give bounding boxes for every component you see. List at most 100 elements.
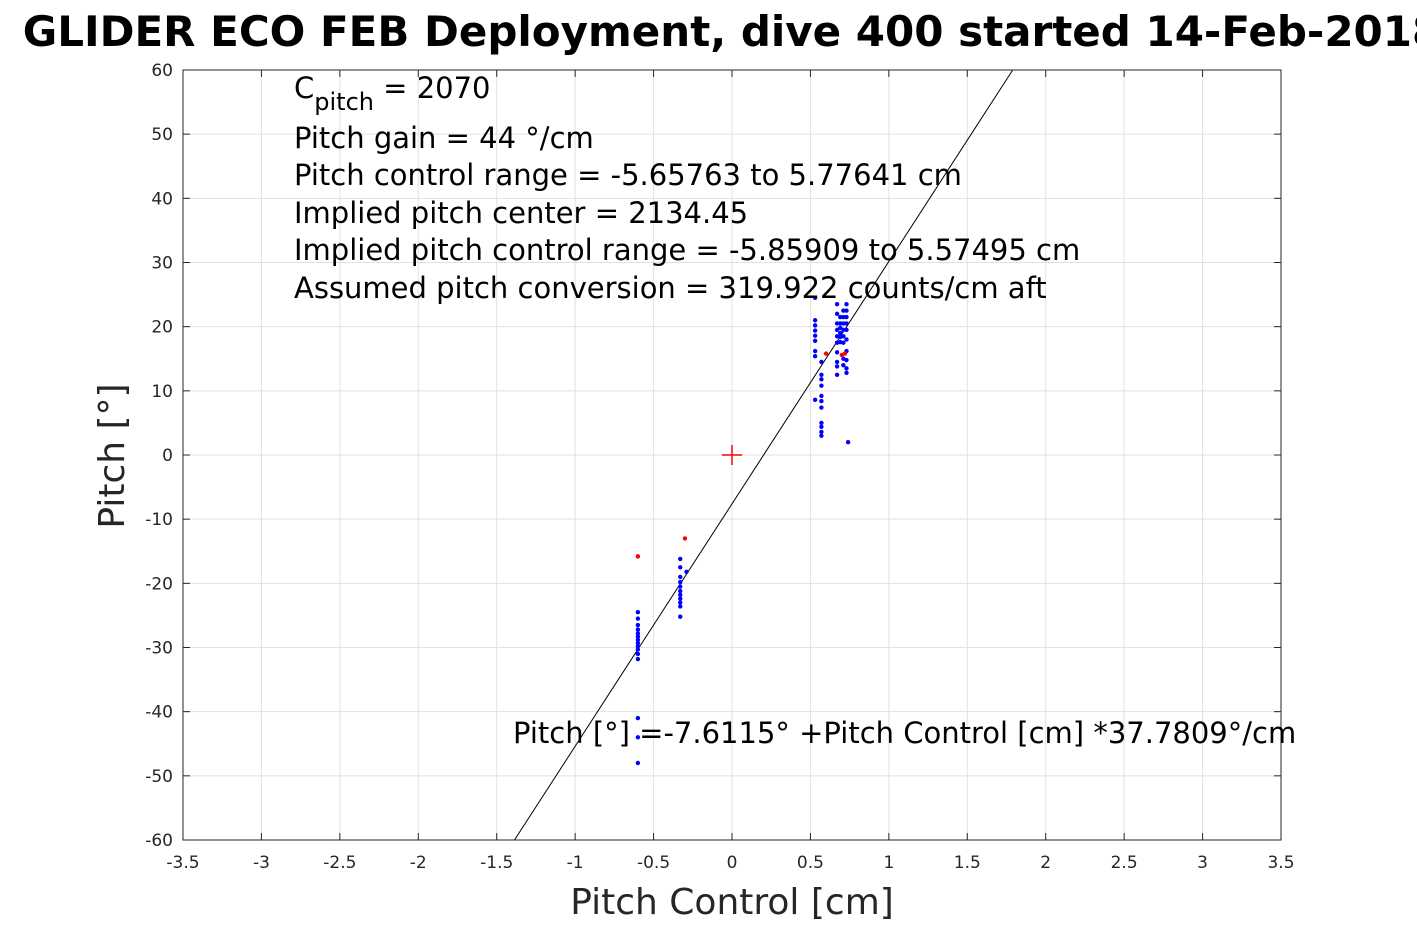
blue-data-point	[844, 366, 849, 371]
blue-data-point	[635, 634, 641, 639]
y-tick-label: 10	[151, 382, 173, 402]
y-axis-label: Pitch [°]	[92, 383, 133, 528]
blue-data-point	[838, 321, 843, 326]
y-tick-label: -40	[145, 703, 173, 723]
blue-data-point	[841, 308, 846, 313]
blue-data-point	[838, 330, 843, 336]
blue-data-point	[838, 314, 843, 320]
blue-data-point	[678, 604, 683, 609]
implied-pitch-center-annotation: Implied pitch center = 2134.45	[294, 196, 748, 230]
y-tick-label: -60	[145, 831, 173, 851]
x-tick-label: 0	[727, 853, 738, 873]
data-points	[635, 295, 851, 766]
c-pitch-main: C	[294, 71, 314, 105]
plot-frame	[182, 69, 1282, 841]
x-tick-label: -3.5	[166, 853, 199, 873]
assumed-pitch-conversion-annotation: Assumed pitch conversion = 319.922 count…	[294, 271, 1047, 305]
blue-data-point	[635, 715, 641, 721]
blue-data-point	[635, 616, 641, 621]
blue-data-point	[635, 735, 641, 740]
blue-data-point	[819, 383, 824, 388]
blue-data-point	[812, 348, 818, 354]
red-data-point	[682, 536, 688, 541]
x-tick-label: 1.5	[954, 853, 981, 873]
blue-data-point	[678, 592, 683, 598]
c-pitch-annotation: Cpitch = 2070	[294, 71, 491, 116]
blue-data-point	[635, 637, 641, 642]
blue-data-point	[678, 588, 683, 594]
blue-data-point	[635, 627, 641, 632]
y-tick-labels: -60 -50 -40 -30 -20 -10 0 10 20 30 40 50 60	[145, 61, 173, 851]
blue-data-point	[812, 323, 818, 328]
blue-data-point	[678, 579, 683, 585]
blue-data-point	[841, 340, 846, 345]
blue-data-point	[812, 318, 818, 323]
blue-data-point	[844, 314, 849, 320]
blue-data-point	[834, 350, 840, 355]
blue-data-point	[834, 364, 840, 369]
blue-data-point	[834, 359, 840, 365]
blue-data-point	[635, 647, 641, 652]
x-axis-label: Pitch Control [cm]	[570, 882, 894, 923]
y-tick-label: 30	[151, 254, 173, 274]
blue-data-point	[819, 429, 824, 435]
blue-data-point	[841, 334, 846, 339]
blue-data-point	[678, 556, 683, 562]
blue-data-point	[819, 433, 824, 438]
blue-data-point	[841, 314, 846, 320]
x-tick-label: -3	[253, 853, 270, 873]
blue-data-point	[844, 327, 849, 333]
blue-data-point	[834, 372, 840, 377]
y-tick-label: 0	[162, 446, 173, 466]
blue-data-point	[819, 359, 824, 365]
blue-data-point	[844, 302, 849, 307]
blue-data-point	[635, 651, 641, 657]
blue-data-point	[678, 600, 683, 605]
blue-data-point	[635, 631, 641, 636]
blue-data-point	[819, 377, 824, 382]
red-data-point	[823, 351, 829, 356]
y-tick-label: -30	[145, 639, 173, 659]
blue-data-point	[812, 338, 818, 343]
blue-data-point	[635, 640, 641, 646]
blue-data-point	[844, 357, 849, 363]
x-tick-label: 1	[883, 853, 894, 873]
x-tick-label: -0.5	[637, 853, 670, 873]
chart-title: GLIDER ECO FEB Deployment, dive 400 star…	[23, 7, 1417, 56]
blue-data-point	[678, 614, 683, 619]
x-tick-labels: -3.5 -3 -2.5 -2 -1.5 -1 -0.5 0 0.5 1 1.5 2 2.5 3 3.5	[166, 853, 1294, 873]
x-tick-label: -2.5	[323, 853, 356, 873]
blue-data-point	[845, 439, 851, 445]
blue-data-point	[678, 596, 683, 601]
blue-data-point	[819, 424, 824, 429]
blue-data-point	[812, 295, 818, 300]
blue-data-point	[834, 311, 840, 317]
blue-data-point	[635, 622, 641, 628]
y-tick-label: 50	[151, 125, 173, 145]
blue-data-point	[635, 656, 641, 662]
blue-data-point	[819, 420, 824, 426]
blue-data-point	[812, 328, 818, 333]
blue-data-point	[812, 353, 818, 359]
blue-data-point	[635, 610, 641, 615]
x-tick-label: 3.5	[1267, 853, 1294, 873]
blue-data-point	[844, 321, 849, 326]
blue-data-point	[844, 337, 849, 342]
blue-data-point	[841, 327, 846, 333]
center-marker-layer	[722, 445, 742, 465]
pitch-control-range-annotation: Pitch control range = -5.65763 to 5.7764…	[294, 158, 962, 192]
y-tick-label: -20	[145, 574, 173, 594]
y-tick-label: -10	[145, 510, 173, 530]
blue-data-point	[819, 393, 824, 399]
blue-data-point	[678, 574, 683, 580]
pitch-gain-annotation: Pitch gain = 44 °/cm	[294, 121, 594, 155]
blue-data-point	[834, 321, 840, 326]
fit-equation-label: Pitch [°] =-7.6115° +Pitch Control [cm] …	[513, 716, 1296, 750]
blue-data-point	[819, 405, 824, 410]
blue-data-point	[844, 370, 849, 376]
red-data-point	[842, 351, 848, 356]
blue-data-point	[819, 372, 824, 377]
x-tick-label: 3	[1197, 853, 1208, 873]
blue-data-point	[678, 584, 683, 589]
